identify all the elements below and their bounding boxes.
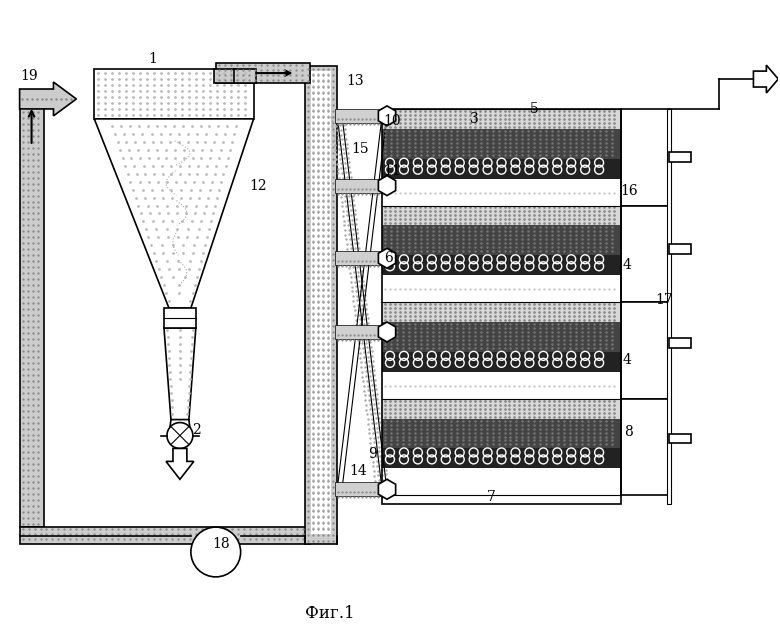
Bar [382, 372, 621, 399]
Bar [382, 178, 621, 205]
Bar [214, 69, 236, 83]
Bar [382, 399, 621, 419]
Text: 7: 7 [488, 490, 496, 504]
Text: 10: 10 [383, 114, 401, 128]
Bar [335, 482, 384, 497]
Bar [382, 352, 621, 372]
Text: 17: 17 [655, 293, 672, 307]
Text: 16: 16 [620, 184, 638, 198]
Bar [382, 448, 621, 468]
Polygon shape [166, 448, 194, 479]
Circle shape [191, 527, 241, 577]
Bar [621, 302, 668, 399]
Bar [311, 71, 332, 534]
Bar [382, 419, 621, 448]
Bar [335, 325, 384, 339]
Text: 2: 2 [193, 422, 201, 437]
Polygon shape [378, 249, 395, 269]
Bar [382, 275, 621, 302]
Text: 13: 13 [346, 74, 364, 88]
Bar [382, 158, 621, 178]
Bar [335, 178, 384, 193]
Bar [382, 255, 621, 275]
Polygon shape [94, 119, 254, 308]
Bar [94, 69, 254, 119]
Text: 12: 12 [250, 178, 268, 193]
Bar [234, 69, 256, 83]
Bar [667, 109, 671, 504]
Bar [382, 129, 621, 158]
Bar [20, 527, 310, 544]
Bar [668, 338, 691, 348]
Polygon shape [378, 106, 395, 126]
Text: 19: 19 [21, 69, 38, 83]
Text: 4: 4 [622, 353, 632, 367]
Polygon shape [753, 65, 778, 93]
Bar [305, 66, 337, 544]
Bar [382, 205, 621, 225]
Circle shape [167, 422, 193, 448]
Text: 5: 5 [530, 102, 539, 116]
Text: 14: 14 [349, 464, 367, 478]
Bar [621, 399, 668, 495]
Bar [668, 152, 691, 162]
Text: 9: 9 [367, 448, 377, 462]
Text: 1: 1 [148, 52, 158, 66]
Polygon shape [378, 176, 395, 196]
Text: 18: 18 [212, 537, 229, 551]
Text: 3: 3 [470, 112, 479, 126]
Bar [216, 63, 310, 83]
Bar [382, 109, 621, 129]
Bar [382, 322, 621, 352]
Bar [20, 96, 44, 527]
Text: 11: 11 [383, 164, 401, 178]
Bar [382, 109, 621, 504]
Bar [621, 205, 668, 302]
Text: 4: 4 [622, 258, 632, 272]
Text: 8: 8 [625, 424, 633, 439]
Bar [382, 495, 621, 504]
Bar [668, 244, 691, 254]
Bar [382, 302, 621, 322]
Text: 15: 15 [351, 142, 369, 156]
Polygon shape [20, 82, 76, 116]
Polygon shape [378, 479, 395, 499]
Text: 6: 6 [384, 251, 392, 265]
Bar [621, 109, 668, 205]
Bar [668, 433, 691, 444]
Bar [382, 225, 621, 255]
Bar [335, 251, 384, 265]
Text: Фиг.1: Фиг.1 [306, 605, 355, 622]
Polygon shape [164, 328, 196, 420]
Bar [335, 109, 384, 123]
Bar [164, 308, 196, 328]
Polygon shape [378, 322, 395, 342]
